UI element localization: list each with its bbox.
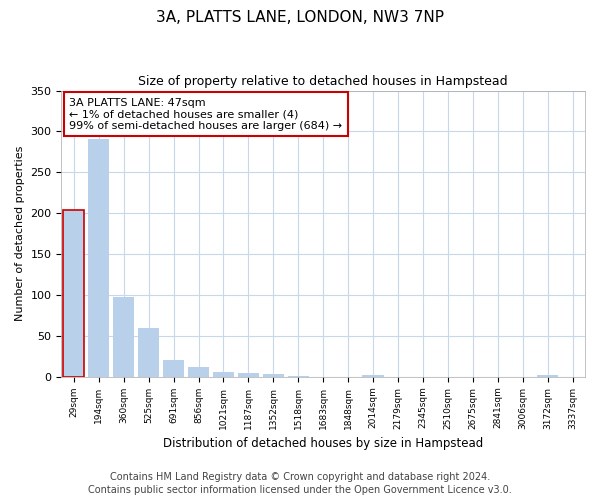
Bar	[287, 376, 309, 377]
Bar	[238, 372, 259, 377]
Text: Contains HM Land Registry data © Crown copyright and database right 2024.
Contai: Contains HM Land Registry data © Crown c…	[88, 472, 512, 495]
Text: 3A, PLATTS LANE, LONDON, NW3 7NP: 3A, PLATTS LANE, LONDON, NW3 7NP	[156, 10, 444, 25]
Bar	[188, 367, 209, 377]
Y-axis label: Number of detached properties: Number of detached properties	[15, 146, 25, 322]
Bar	[113, 298, 134, 377]
Bar	[213, 372, 234, 377]
Bar	[138, 328, 159, 377]
Text: 3A PLATTS LANE: 47sqm
← 1% of detached houses are smaller (4)
99% of semi-detach: 3A PLATTS LANE: 47sqm ← 1% of detached h…	[69, 98, 343, 131]
X-axis label: Distribution of detached houses by size in Hampstead: Distribution of detached houses by size …	[163, 437, 484, 450]
Bar	[163, 360, 184, 377]
Bar	[537, 375, 558, 377]
Bar	[88, 139, 109, 377]
Bar	[362, 375, 383, 377]
Bar	[63, 210, 85, 377]
Bar	[263, 374, 284, 377]
Title: Size of property relative to detached houses in Hampstead: Size of property relative to detached ho…	[139, 75, 508, 88]
